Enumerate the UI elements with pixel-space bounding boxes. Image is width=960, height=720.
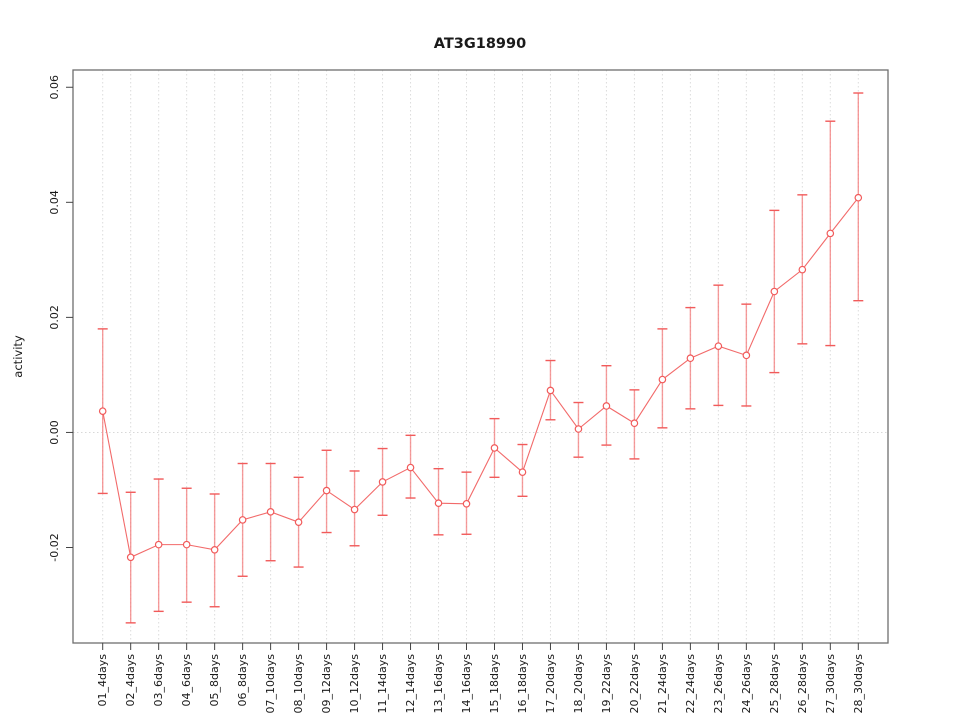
series-line bbox=[102, 197, 859, 559]
x-tick-label: 24_26days bbox=[740, 654, 753, 714]
x-tick-label: 08_10days bbox=[292, 654, 305, 714]
y-tick-label: 0.00 bbox=[48, 420, 61, 445]
data-point bbox=[210, 546, 219, 554]
plot-border bbox=[72, 69, 889, 644]
x-tick-label: 26_28days bbox=[796, 654, 809, 714]
y-tick-label: 0.06 bbox=[48, 75, 61, 100]
data-point bbox=[798, 265, 807, 274]
x-tick-label: 09_12days bbox=[320, 654, 333, 714]
x-tick-label: 10_12days bbox=[348, 654, 361, 714]
x-tick-label: 28_30days bbox=[852, 654, 865, 714]
data-point bbox=[686, 354, 695, 363]
data-point bbox=[770, 287, 779, 296]
x-tick-label: 22_24days bbox=[684, 654, 697, 714]
x-tick-label: 06_8days bbox=[236, 654, 249, 707]
x-tick-label: 01_4days bbox=[96, 654, 109, 707]
data-point bbox=[854, 193, 863, 202]
x-tick-label: 21_24days bbox=[656, 654, 669, 714]
x-tick-label: 20_22days bbox=[628, 654, 641, 714]
data-point bbox=[602, 402, 611, 410]
data-point bbox=[462, 499, 471, 508]
data-point bbox=[98, 407, 107, 415]
data-point bbox=[266, 508, 275, 516]
y-tick-label: 0.04 bbox=[48, 190, 61, 215]
x-tick-label: 07_10days bbox=[264, 654, 277, 714]
data-point bbox=[154, 540, 163, 549]
data-point bbox=[490, 444, 499, 452]
y-axis-label: activity bbox=[11, 335, 25, 378]
x-tick-label: 15_18days bbox=[488, 654, 501, 714]
data-point bbox=[826, 229, 835, 238]
y-tick-label: -0.02 bbox=[48, 533, 61, 561]
data-point bbox=[126, 553, 135, 562]
data-point bbox=[434, 499, 443, 508]
axis-layer: 01_4days 02_4days 03_6days 04_6days 05_8days… bbox=[48, 69, 889, 714]
data-point bbox=[714, 342, 723, 350]
x-tick-label: 17_20days bbox=[544, 654, 557, 714]
x-tick-label: 02_4days bbox=[124, 654, 137, 707]
x-tick-label: 27_30days bbox=[824, 654, 837, 714]
data-point bbox=[350, 505, 359, 514]
data-series-layer bbox=[97, 92, 864, 624]
x-tick-label: 13_16days bbox=[432, 654, 445, 714]
data-point bbox=[238, 516, 247, 524]
x-tick-label: 14_16days bbox=[460, 654, 473, 714]
x-tick-label: 03_6days bbox=[152, 654, 165, 707]
data-point bbox=[378, 478, 387, 486]
x-tick-label: 23_26days bbox=[712, 654, 725, 714]
data-point bbox=[182, 540, 191, 549]
x-tick-label: 16_18days bbox=[516, 654, 529, 714]
x-tick-label: 19_22days bbox=[600, 654, 613, 714]
x-tick-label: 11_14days bbox=[376, 654, 389, 714]
grid-layer bbox=[73, 70, 888, 643]
x-tick-label: 25_28days bbox=[768, 654, 781, 714]
x-tick-label: 05_8days bbox=[208, 654, 221, 707]
x-tick-label: 18_20days bbox=[572, 654, 585, 714]
data-point bbox=[518, 468, 527, 476]
data-point bbox=[574, 425, 583, 433]
x-tick-label: 04_6days bbox=[180, 654, 193, 707]
data-point bbox=[322, 486, 331, 495]
data-point bbox=[406, 463, 415, 472]
data-point bbox=[630, 419, 639, 428]
data-point bbox=[742, 351, 751, 360]
chart-title: AT3G18990 bbox=[434, 36, 526, 52]
y-tick-label: 0.02 bbox=[48, 305, 61, 330]
data-point bbox=[546, 386, 555, 395]
x-tick-label: 12_14days bbox=[404, 654, 417, 714]
data-point bbox=[294, 518, 303, 526]
data-point bbox=[658, 375, 667, 384]
